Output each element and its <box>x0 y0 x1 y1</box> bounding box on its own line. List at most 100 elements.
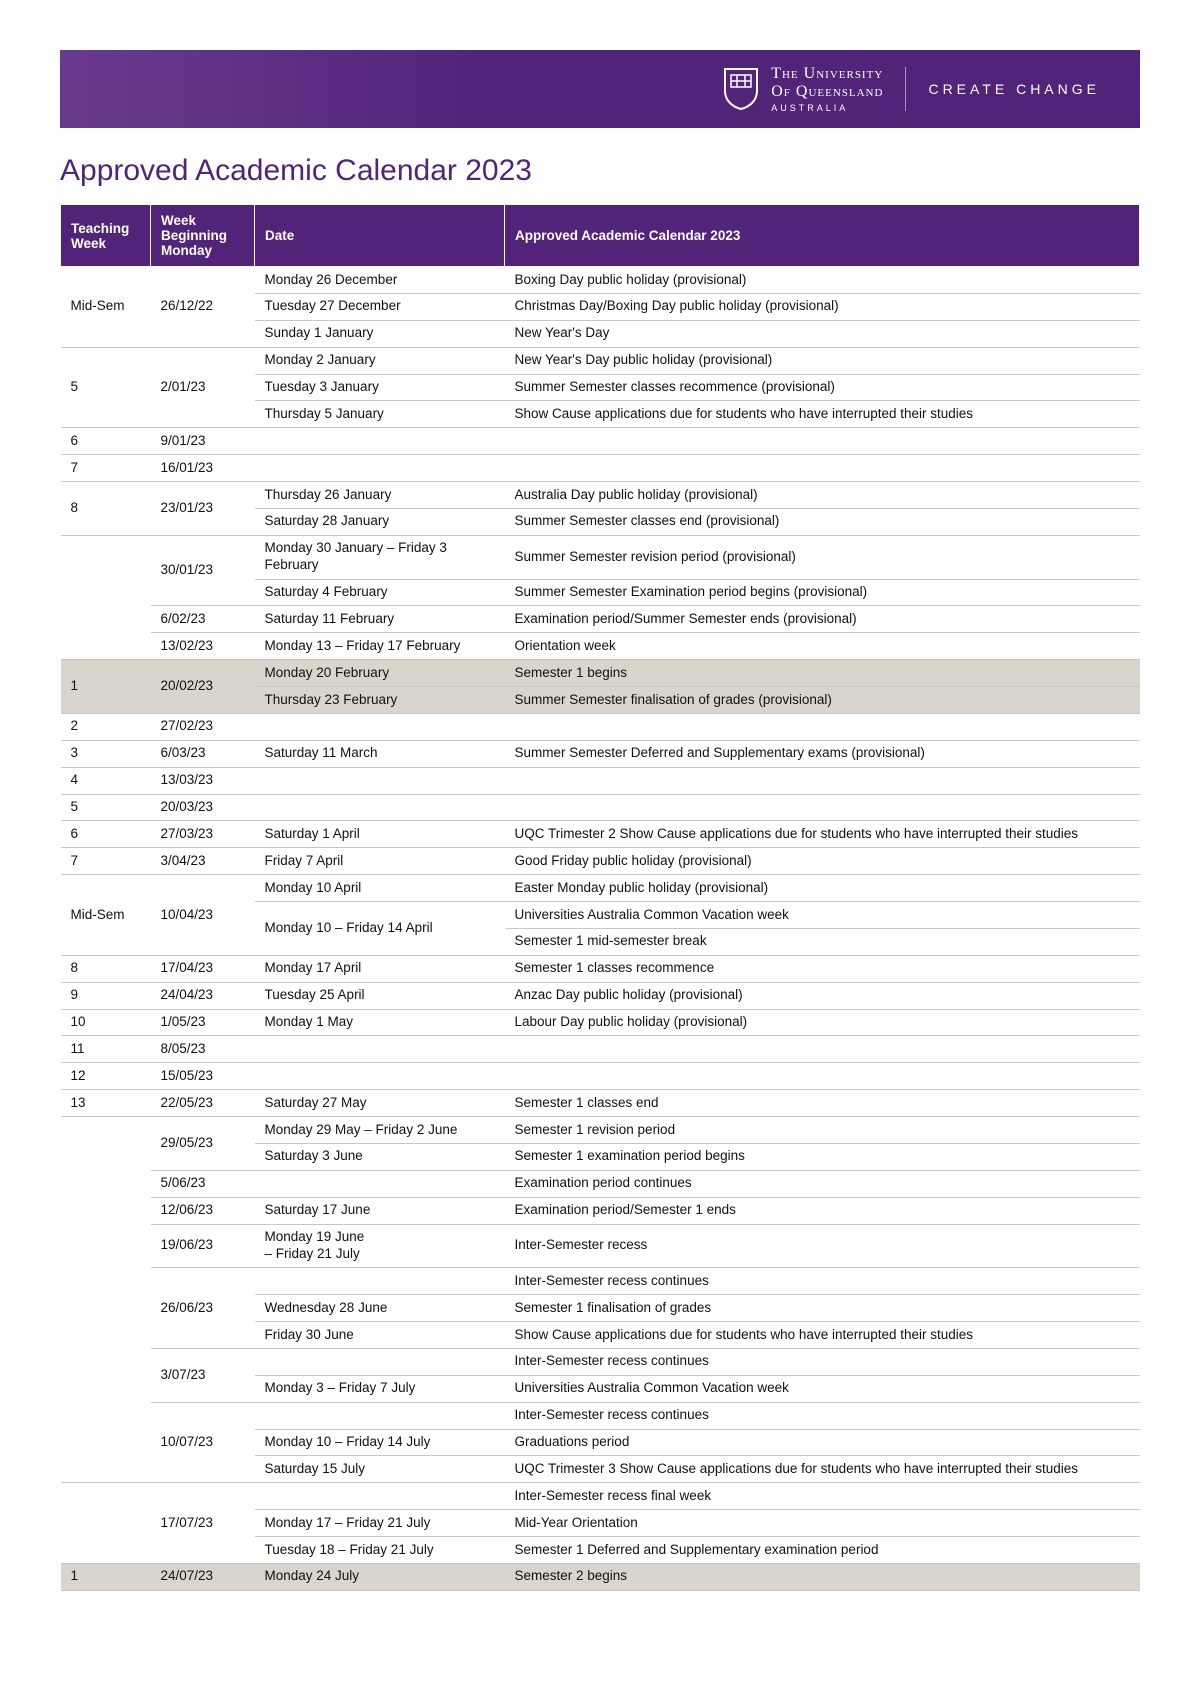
table-row: 73/04/23Friday 7 AprilGood Friday public… <box>61 848 1140 875</box>
table-row: 227/02/23 <box>61 713 1140 740</box>
cell-date: Friday 30 June <box>255 1322 505 1349</box>
cell-date: Monday 10 April <box>255 875 505 902</box>
cell-week-beginning: 13/03/23 <box>151 767 255 794</box>
cell-week-beginning: 19/06/23 <box>151 1224 255 1268</box>
table-row: 1322/05/23Saturday 27 MaySemester 1 clas… <box>61 1090 1140 1117</box>
table-row: 69/01/23 <box>61 428 1140 455</box>
cell-week-beginning: 9/01/23 <box>151 428 255 455</box>
table-row: 10/07/23Inter-Semester recess continues <box>61 1402 1140 1429</box>
cell-event: Semester 1 begins <box>505 660 1140 687</box>
uni-line2: Of Queensland <box>771 83 883 101</box>
cell-date: Saturday 11 March <box>255 740 505 767</box>
table-row: 36/03/23Saturday 11 MarchSummer Semester… <box>61 740 1140 767</box>
cell-date: Monday 26 December <box>255 267 505 294</box>
cell-date: Monday 17 – Friday 21 July <box>255 1510 505 1537</box>
cell-teaching-week: 2 <box>61 713 151 740</box>
cell-event: Semester 1 revision period <box>505 1117 1140 1144</box>
cell-event: Semester 2 begins <box>505 1563 1140 1590</box>
table-row: 52/01/23Monday 2 JanuaryNew Year's Day p… <box>61 347 1140 374</box>
cell-event: Semester 1 mid-semester break <box>505 928 1140 955</box>
cell-date: Saturday 11 February <box>255 606 505 633</box>
cell-week-beginning: 24/04/23 <box>151 982 255 1009</box>
cell-event: Graduations period <box>505 1429 1140 1456</box>
cell-week-beginning: 8/05/23 <box>151 1036 255 1063</box>
cell-date: Saturday 4 February <box>255 579 505 606</box>
table-row: 120/02/23Monday 20 FebruarySemester 1 be… <box>61 660 1140 687</box>
cell-date: Thursday 26 January <box>255 482 505 509</box>
table-row: 924/04/23Tuesday 25 AprilAnzac Day publi… <box>61 982 1140 1009</box>
cell-date: Monday 19 June – Friday 21 July <box>255 1224 505 1268</box>
cell-event: Easter Monday public holiday (provisiona… <box>505 875 1140 902</box>
cell-date: Tuesday 27 December <box>255 293 505 320</box>
tagline: CREATE CHANGE <box>928 81 1100 97</box>
table-row: Mid-Sem10/04/23Monday 10 AprilEaster Mon… <box>61 875 1140 902</box>
page-title: Approved Academic Calendar 2023 <box>60 154 1140 188</box>
cell-week-beginning: 29/05/23 <box>151 1117 255 1171</box>
table-row: 118/05/23 <box>61 1036 1140 1063</box>
cell-date <box>255 428 1140 455</box>
cell-week-beginning: 5/06/23 <box>151 1170 255 1197</box>
cell-week-beginning: 16/01/23 <box>151 455 255 482</box>
cell-event: Examination period/Semester 1 ends <box>505 1197 1140 1224</box>
cell-week-beginning: 15/05/23 <box>151 1063 255 1090</box>
cell-event: Universities Australia Common Vacation w… <box>505 1375 1140 1402</box>
table-row: 26/06/23Inter-Semester recess continues <box>61 1268 1140 1295</box>
cell-event: Christmas Day/Boxing Day public holiday … <box>505 293 1140 320</box>
cell-week-beginning: 20/03/23 <box>151 794 255 821</box>
cell-week-beginning: 22/05/23 <box>151 1090 255 1117</box>
cell-date: Monday 10 – Friday 14 July <box>255 1429 505 1456</box>
cell-event: Inter-Semester recess final week <box>505 1483 1140 1510</box>
cell-week-beginning: 30/01/23 <box>151 535 255 606</box>
cell-event: Show Cause applications due for students… <box>505 1322 1140 1349</box>
cell-date: Friday 7 April <box>255 848 505 875</box>
cell-teaching-week: 5 <box>61 794 151 821</box>
cell-teaching-week <box>61 1117 151 1483</box>
cell-event: UQC Trimester 2 Show Cause applications … <box>505 821 1140 848</box>
cell-date: Saturday 27 May <box>255 1090 505 1117</box>
shield-icon <box>723 67 759 111</box>
table-row: 13/02/23Monday 13 – Friday 17 FebruaryOr… <box>61 633 1140 660</box>
cell-teaching-week: Mid-Sem <box>61 267 151 348</box>
table-row: 6/02/23Saturday 11 FebruaryExamination p… <box>61 606 1140 633</box>
cell-week-beginning: 1/05/23 <box>151 1009 255 1036</box>
table-row: 17/07/23Inter-Semester recess final week <box>61 1483 1140 1510</box>
cell-teaching-week: 3 <box>61 740 151 767</box>
cell-event: Inter-Semester recess continues <box>505 1348 1140 1375</box>
cell-date: Monday 3 – Friday 7 July <box>255 1375 505 1402</box>
col-event: Approved Academic Calendar 2023 <box>505 205 1140 267</box>
cell-teaching-week: 10 <box>61 1009 151 1036</box>
table-row: 716/01/23 <box>61 455 1140 482</box>
cell-date: Monday 30 January – Friday 3 February <box>255 535 505 579</box>
cell-date: Tuesday 3 January <box>255 374 505 401</box>
cell-event: Summer Semester classes end (provisional… <box>505 508 1140 535</box>
cell-date: Sunday 1 January <box>255 320 505 347</box>
cell-date: Monday 10 – Friday 14 April <box>255 902 505 956</box>
cell-date: Saturday 28 January <box>255 508 505 535</box>
cell-event: Summer Semester revision period (provisi… <box>505 535 1140 579</box>
table-row: 413/03/23 <box>61 767 1140 794</box>
table-row: 627/03/23Saturday 1 AprilUQC Trimester 2… <box>61 821 1140 848</box>
table-row: 29/05/23Monday 29 May – Friday 2 JuneSem… <box>61 1117 1140 1144</box>
cell-event: Anzac Day public holiday (provisional) <box>505 982 1140 1009</box>
table-row: 5/06/23 Examination period continues <box>61 1170 1140 1197</box>
cell-week-beginning: 27/03/23 <box>151 821 255 848</box>
cell-week-beginning: 24/07/23 <box>151 1563 255 1590</box>
cell-date: Saturday 3 June <box>255 1143 505 1170</box>
cell-date: Monday 24 July <box>255 1563 505 1590</box>
cell-date: Monday 2 January <box>255 347 505 374</box>
cell-date: Thursday 23 February <box>255 687 505 714</box>
cell-date: Monday 20 February <box>255 660 505 687</box>
table-row: 520/03/23 <box>61 794 1140 821</box>
cell-event: Examination period continues <box>505 1170 1140 1197</box>
cell-event: Inter-Semester recess continues <box>505 1402 1140 1429</box>
calendar-table: Teaching Week Week Beginning Monday Date… <box>60 204 1140 1591</box>
cell-teaching-week: 12 <box>61 1063 151 1090</box>
cell-event: Semester 1 classes recommence <box>505 955 1140 982</box>
table-row: 30/01/23Monday 30 January – Friday 3 Feb… <box>61 535 1140 579</box>
cell-date: Saturday 1 April <box>255 821 505 848</box>
cell-date: Monday 1 May <box>255 1009 505 1036</box>
cell-event: Good Friday public holiday (provisional) <box>505 848 1140 875</box>
table-row: 12/06/23Saturday 17 JuneExamination peri… <box>61 1197 1140 1224</box>
cell-event: Mid-Year Orientation <box>505 1510 1140 1537</box>
col-date: Date <box>255 205 505 267</box>
